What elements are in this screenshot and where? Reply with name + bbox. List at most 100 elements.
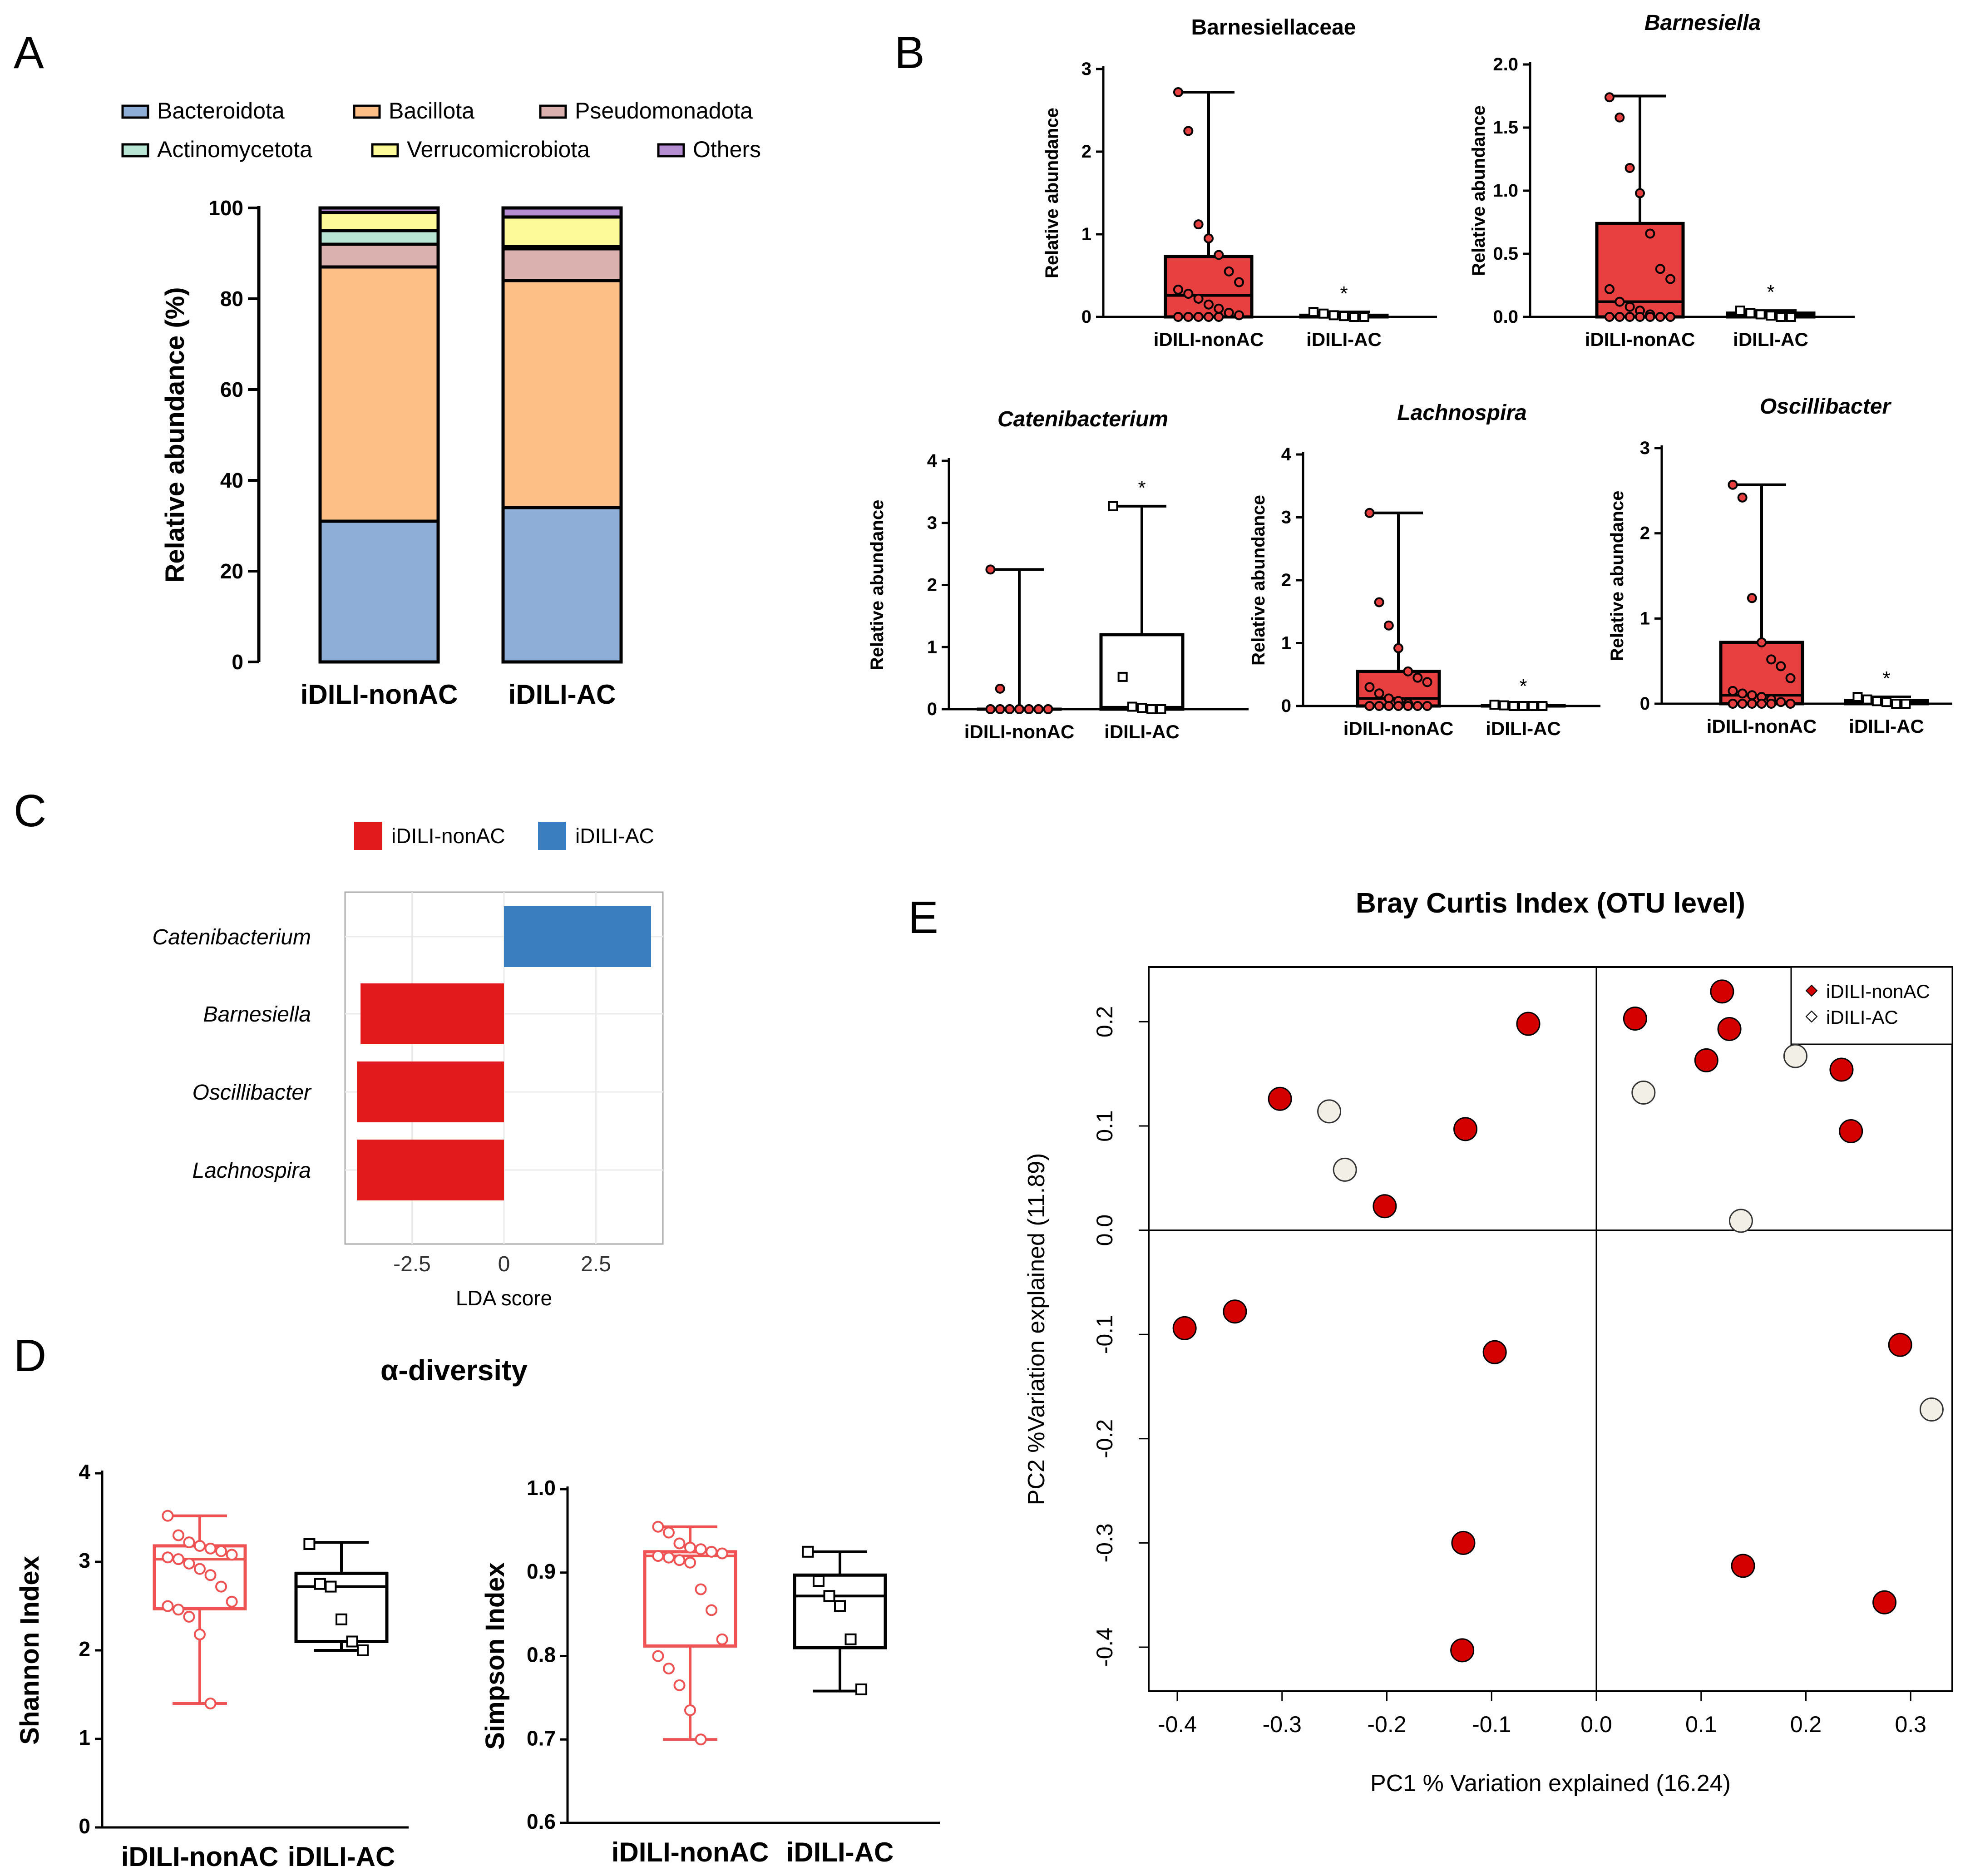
bar-segment-bacillota bbox=[501, 279, 623, 509]
panel-b-box-plots: Barnesiellaceae Relative abundance 0 1 2 3 iDI… bbox=[867, 11, 1952, 742]
data-point bbox=[1422, 677, 1432, 687]
y-tick-label: 0 bbox=[927, 699, 937, 719]
data-point bbox=[1183, 289, 1194, 299]
x-category-label: iDILI-AC bbox=[1849, 716, 1924, 737]
y-axis-label: Relative abundance bbox=[1042, 108, 1062, 278]
data-point bbox=[1137, 703, 1147, 713]
data-point bbox=[1173, 284, 1183, 295]
data-point bbox=[652, 1521, 664, 1533]
data-point bbox=[1645, 228, 1655, 239]
y-axis-label: Relative abundance bbox=[867, 500, 887, 671]
y-tick-label: 0 bbox=[232, 650, 243, 674]
data-point bbox=[1747, 690, 1757, 701]
data-point bbox=[1728, 699, 1738, 709]
legend-swatch-ac bbox=[538, 822, 566, 850]
data-point bbox=[204, 1698, 217, 1709]
panel-label-d: D bbox=[14, 1330, 46, 1381]
data-point bbox=[1014, 704, 1024, 714]
data-point bbox=[204, 1542, 217, 1555]
data-point bbox=[1183, 312, 1194, 322]
legend-label-nonac: iDILI-nonAC bbox=[391, 824, 505, 848]
data-point bbox=[1364, 508, 1375, 518]
data-point bbox=[695, 1543, 707, 1555]
data-point bbox=[1214, 250, 1224, 260]
legend-swatch-verrucomicrobiota bbox=[371, 143, 399, 158]
data-point bbox=[662, 1663, 675, 1675]
data-point bbox=[1412, 701, 1423, 711]
data-point bbox=[162, 1551, 174, 1564]
scatter-point-nonac bbox=[1717, 1017, 1742, 1041]
data-point bbox=[1757, 699, 1767, 709]
y-tick-label: 1 bbox=[927, 637, 937, 657]
legend-label-actinomycetota: Actinomycetota bbox=[157, 137, 312, 162]
x-category-label: iDILI-AC bbox=[1306, 329, 1382, 350]
y-tick-label: 2 bbox=[1281, 570, 1291, 590]
data-point bbox=[1737, 492, 1748, 503]
y-tick-label: 0 bbox=[1081, 307, 1091, 327]
legend-label-verrucomicrobiota: Verrucomicrobiota bbox=[407, 137, 590, 162]
data-point bbox=[1615, 112, 1625, 123]
legend-label-nonac: iDILI-nonAC bbox=[1826, 981, 1930, 1002]
data-point bbox=[1193, 312, 1204, 322]
x-tick-label: 2.5 bbox=[581, 1252, 611, 1276]
x-category-label: iDILI-nonAC bbox=[964, 721, 1075, 742]
bar-segment-bacteroidota bbox=[501, 506, 623, 664]
data-point bbox=[1156, 704, 1166, 714]
x-category-label: iDILI-nonAC bbox=[1154, 329, 1264, 350]
x-category-label: iDILI-nonAC bbox=[612, 1837, 769, 1867]
data-point bbox=[1422, 701, 1432, 711]
data-point bbox=[1383, 701, 1394, 711]
data-point bbox=[823, 1590, 835, 1602]
data-point bbox=[1776, 697, 1786, 707]
data-point bbox=[1737, 688, 1748, 699]
legend-label-bacillota: Bacillota bbox=[389, 98, 474, 123]
significance-star: * bbox=[1519, 675, 1527, 697]
bar-segment-pseudomonadota bbox=[501, 247, 623, 282]
y-tick-label: 3 bbox=[1081, 59, 1091, 79]
y-tick-label: 0.6 bbox=[527, 1810, 556, 1833]
y-tick-label: 2 bbox=[1081, 142, 1091, 162]
data-point bbox=[652, 1550, 664, 1562]
data-point bbox=[1615, 296, 1625, 307]
scatter-point-nonac bbox=[1872, 1590, 1897, 1614]
data-point bbox=[1766, 654, 1777, 665]
panel-label-b: B bbox=[894, 27, 925, 78]
y-tick-label: -0.2 bbox=[1092, 1419, 1117, 1458]
x-tick-label: -2.5 bbox=[393, 1252, 431, 1276]
data-point bbox=[1349, 312, 1359, 322]
x-category-label: iDILI-nonAC bbox=[1343, 718, 1454, 739]
subplot-title: Catenibacterium bbox=[997, 407, 1168, 431]
scatter-point-nonac bbox=[1694, 1048, 1718, 1072]
y-axis-label: Simpson Index bbox=[480, 1562, 510, 1750]
data-point bbox=[1625, 312, 1635, 322]
x-axis-label: PC1 % Variation explained (16.24) bbox=[1370, 1770, 1731, 1797]
x-category-label: iDILI-nonAC bbox=[301, 679, 458, 710]
data-point bbox=[1665, 312, 1676, 322]
scatter-point-nonac bbox=[1450, 1638, 1475, 1663]
data-point bbox=[1776, 312, 1786, 322]
data-point bbox=[303, 1538, 316, 1550]
legend-marker-ac bbox=[1805, 1010, 1818, 1023]
data-point bbox=[1852, 691, 1863, 702]
data-point bbox=[1224, 266, 1234, 276]
data-point bbox=[1615, 312, 1625, 322]
y-tick-label: 20 bbox=[220, 559, 243, 583]
y-axis-label: Relative abundance bbox=[1249, 495, 1269, 666]
alpha-subplot-simpson-index: Simpson Index 0.6 0.7 0.8 0.9 1.0 iDILI-nonAC i… bbox=[480, 1476, 940, 1867]
data-point bbox=[1339, 311, 1349, 321]
data-point bbox=[1537, 701, 1548, 711]
y-tick-label: -0.3 bbox=[1092, 1523, 1117, 1562]
y-tick-label: 0 bbox=[79, 1814, 90, 1838]
scatter-point-nonac bbox=[1268, 1086, 1292, 1111]
category-label: Barnesiella bbox=[203, 1002, 311, 1027]
data-point bbox=[1745, 308, 1756, 318]
data-point bbox=[1308, 307, 1318, 317]
panel-label-a: A bbox=[14, 27, 44, 78]
panel-d-alpha-diversity: α-diversity Shannon Index 0 1 2 3 4 iDILI-nonAC… bbox=[15, 1354, 940, 1872]
data-point bbox=[162, 1510, 174, 1522]
data-point bbox=[336, 1613, 347, 1625]
data-point bbox=[1635, 312, 1645, 322]
data-point bbox=[802, 1545, 814, 1558]
legend-label-others: Others bbox=[693, 137, 761, 162]
